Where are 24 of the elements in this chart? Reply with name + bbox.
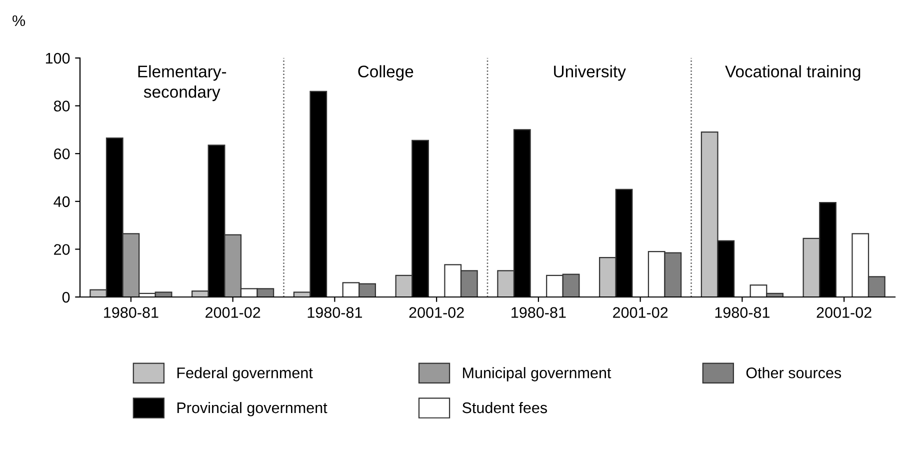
- legend-label: Other sources: [746, 367, 842, 378]
- annotation: Vocational training: [725, 65, 860, 81]
- x-tick-label: 1980-81: [104, 307, 158, 318]
- y-tick-label: 20: [54, 244, 70, 255]
- legend-label: Student fees: [462, 402, 547, 414]
- y-tick-label: 100: [46, 52, 70, 64]
- x-tick-label: 1980-81: [512, 307, 566, 318]
- legend-label: Municipal government: [463, 367, 612, 382]
- x-tick-label: 2001-02: [206, 307, 260, 318]
- x-tick-label: 2001-02: [613, 307, 668, 318]
- legend-label: Federal government: [177, 367, 313, 382]
- x-tick-label: 1980-81: [715, 307, 770, 318]
- y-tick-label: 60: [54, 148, 70, 160]
- y-tick-label: 40: [54, 196, 70, 208]
- y-tick-label: 80: [54, 100, 70, 112]
- annotation: Elementary- secondary: [138, 65, 226, 102]
- legend-label: Provincial government: [177, 402, 328, 416]
- x-tick-label: 2001-02: [409, 307, 464, 318]
- x-tick-label: 1980-81: [308, 307, 362, 318]
- y-axis-title: %: [12, 15, 26, 26]
- x-tick-label: 2001-02: [816, 307, 872, 318]
- y-tick-label: 0: [62, 292, 70, 303]
- annotation: University: [554, 65, 626, 81]
- annotation: College: [358, 65, 414, 81]
